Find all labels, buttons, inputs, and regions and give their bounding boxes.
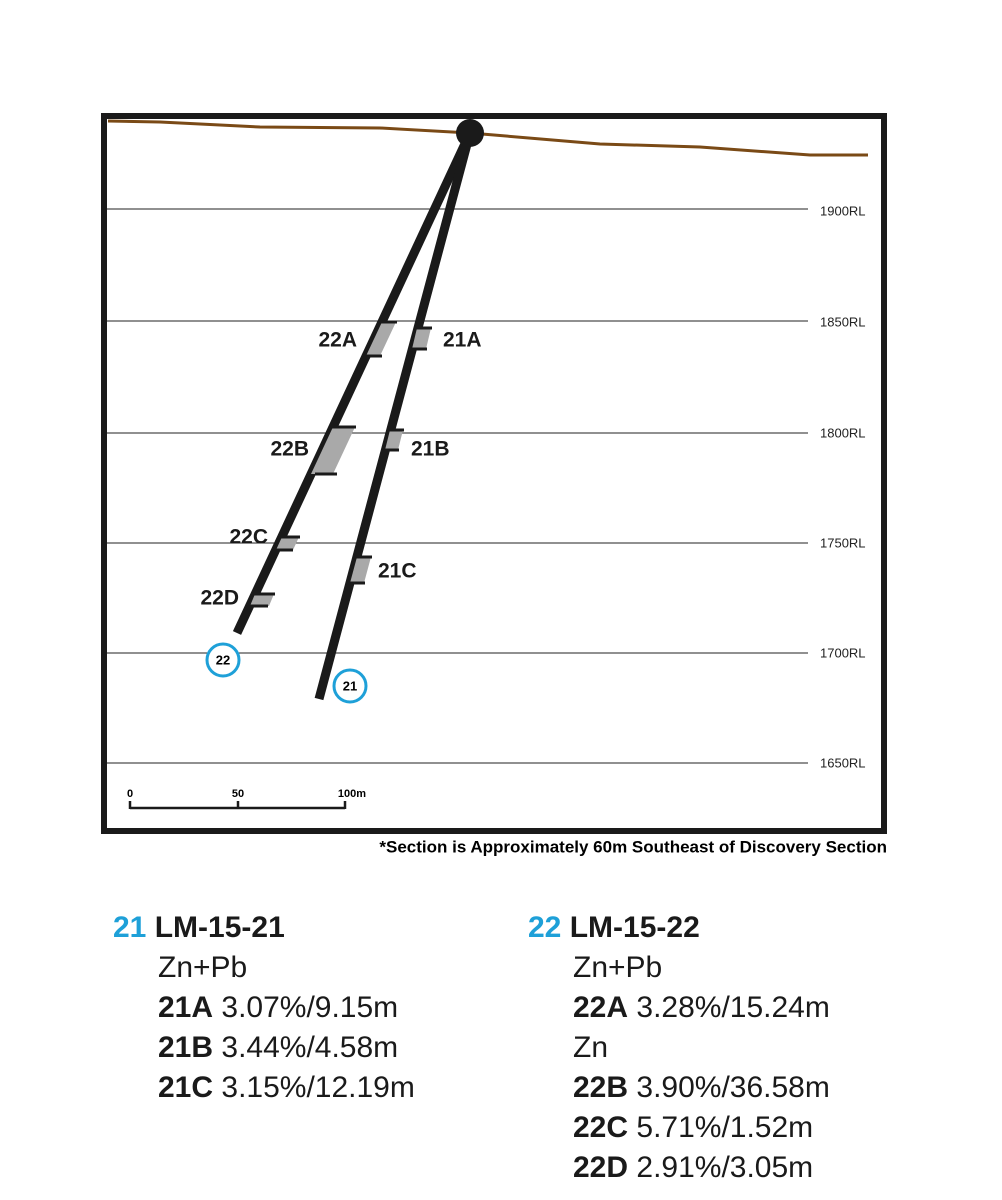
level-label: 1750RL bbox=[820, 535, 866, 550]
intercept-id: 21B bbox=[158, 1031, 214, 1064]
level-label: 1800RL bbox=[820, 425, 866, 440]
hole-name: LM-15-21 bbox=[154, 911, 285, 944]
intercept-id: 22B bbox=[573, 1071, 629, 1104]
intercept bbox=[276, 537, 299, 550]
intercept-value: 3.90%/36.58m bbox=[636, 1071, 830, 1104]
collar bbox=[456, 119, 484, 147]
scale-bar bbox=[128, 801, 347, 810]
intercept-label: 21A bbox=[443, 329, 482, 352]
intercept bbox=[311, 427, 355, 474]
level-label: 1650RL bbox=[820, 755, 866, 770]
intercept bbox=[412, 328, 431, 349]
level-label: 1850RL bbox=[820, 314, 866, 329]
legend-line: Zn+Pb bbox=[158, 951, 248, 984]
legend-line: Zn+Pb bbox=[573, 951, 663, 984]
scale-label: 100m bbox=[338, 788, 366, 800]
legend-column: 21 LM-15-21 Zn+Pb 21A 3.07%/9.15m 21B 3.… bbox=[113, 908, 415, 1108]
intercept-id: 22D bbox=[573, 1151, 629, 1184]
hole-name: LM-15-22 bbox=[569, 911, 700, 944]
intercept-label: 21B bbox=[411, 438, 450, 461]
intercept-label: 22D bbox=[200, 587, 239, 610]
intercept bbox=[366, 322, 396, 356]
intercept bbox=[385, 430, 403, 450]
intercept-id: 22A bbox=[573, 991, 629, 1024]
section-note: *Section is Approximately 60m Southeast … bbox=[379, 837, 887, 856]
intercept-id: 21A bbox=[158, 991, 214, 1024]
legend-line: Zn bbox=[573, 1031, 609, 1064]
drillhole bbox=[232, 131, 475, 635]
section-diagram: 1900RL 1850RL 1800RL 1750RL 1700RL 1650R… bbox=[101, 113, 887, 856]
intercept-value: 3.15%/12.19m bbox=[221, 1071, 415, 1104]
intercept-id: 22C bbox=[573, 1111, 629, 1144]
frame bbox=[101, 113, 887, 834]
intercept-value: 3.28%/15.24m bbox=[636, 991, 830, 1024]
hole-label: 21 bbox=[343, 678, 357, 693]
intercept-ticks bbox=[250, 320, 432, 608]
level-label: 1700RL bbox=[820, 645, 866, 660]
intercept-id: 21C bbox=[158, 1071, 214, 1104]
drillhole bbox=[314, 131, 475, 701]
intercepts bbox=[250, 322, 431, 606]
intercept-value: 3.44%/4.58m bbox=[221, 1031, 399, 1064]
intercept-value: 3.07%/9.15m bbox=[221, 991, 399, 1024]
hole-id: 21 bbox=[113, 911, 147, 944]
intercept-label: 21C bbox=[378, 560, 417, 583]
scale-label: 0 bbox=[127, 788, 133, 800]
intercept bbox=[350, 557, 371, 583]
intercept-value: 5.71%/1.52m bbox=[636, 1111, 814, 1144]
intercept-label: 22B bbox=[270, 438, 309, 461]
intercept-label: 22C bbox=[229, 526, 268, 549]
intercept-value: 2.91%/3.05m bbox=[636, 1151, 814, 1184]
intercept bbox=[250, 594, 274, 606]
legend-column: 22 LM-15-22 Zn+Pb 22A 3.28%/15.24m Zn 22… bbox=[528, 908, 830, 1188]
hole-marker bbox=[205, 642, 241, 678]
intercept-label: 22A bbox=[318, 329, 357, 352]
level-label: 1900RL bbox=[820, 203, 866, 218]
hole-marker bbox=[332, 668, 368, 704]
scale-label: 50 bbox=[232, 788, 244, 800]
hole-id: 22 bbox=[528, 911, 562, 944]
hole-label: 22 bbox=[216, 652, 230, 667]
